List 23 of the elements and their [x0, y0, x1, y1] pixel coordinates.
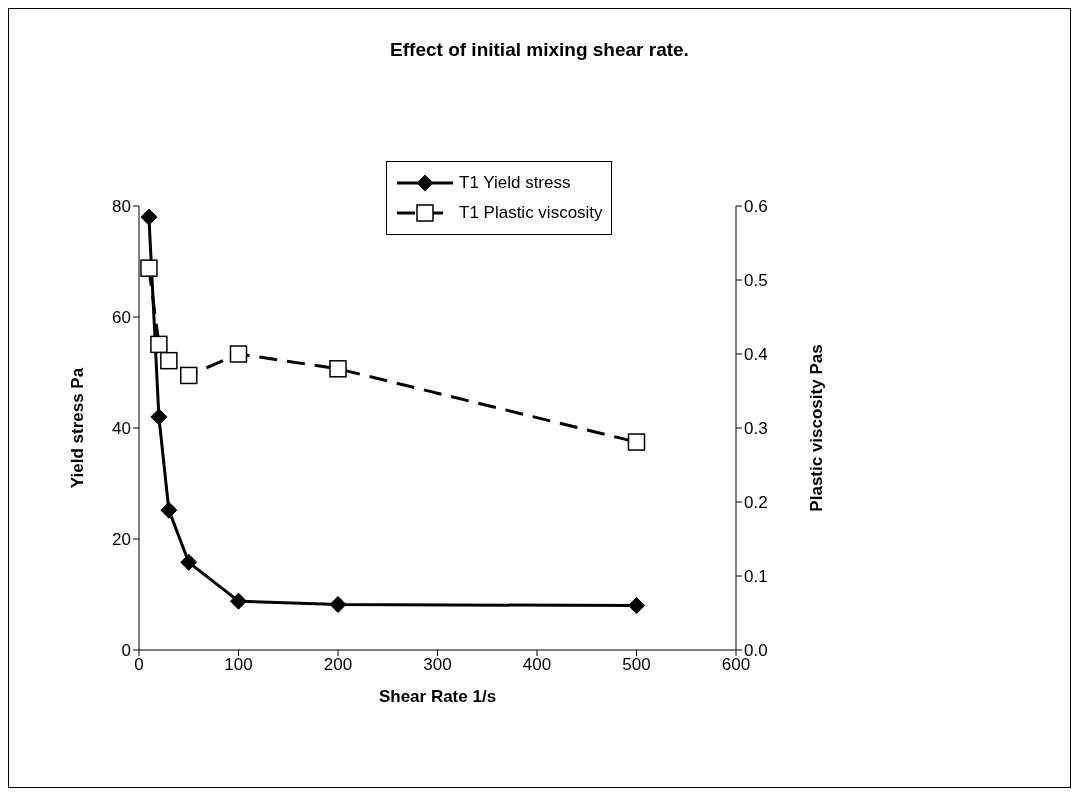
- x-tick-label: 400: [522, 655, 552, 675]
- chart-title: Effect of initial mixing shear rate.: [389, 39, 690, 61]
- y-tick-label: 0: [121, 641, 131, 661]
- y-axis-title: Yield stress Pa: [68, 367, 88, 489]
- y2-tick-label: 0.3: [744, 419, 768, 439]
- x-tick-label: 200: [323, 655, 353, 675]
- y-tick-label: 60: [112, 308, 131, 328]
- y-tick-label: 20: [112, 530, 131, 550]
- legend-label: T1 Yield stress: [459, 173, 571, 193]
- x-tick-label: 300: [423, 655, 452, 675]
- x-tick-label: 500: [622, 655, 651, 675]
- y-tick-label: 80: [112, 197, 131, 217]
- x-tick-label: 0: [134, 655, 144, 675]
- y2-tick-label: 0.5: [744, 271, 768, 291]
- x-tick-label: 100: [224, 655, 253, 675]
- legend-label: T1 Plastic viscosity: [459, 203, 603, 223]
- y2-tick-label: 0.6: [744, 197, 768, 217]
- y2-tick-label: 0.1: [744, 567, 768, 587]
- y-tick-label: 40: [112, 419, 131, 439]
- x-axis-title: Shear Rate 1/s: [378, 687, 497, 706]
- y2-tick-label: 0.4: [744, 345, 768, 365]
- y2-axis-title: Plastic viscosity Pas: [807, 344, 827, 512]
- y2-tick-label: 0.2: [744, 493, 768, 513]
